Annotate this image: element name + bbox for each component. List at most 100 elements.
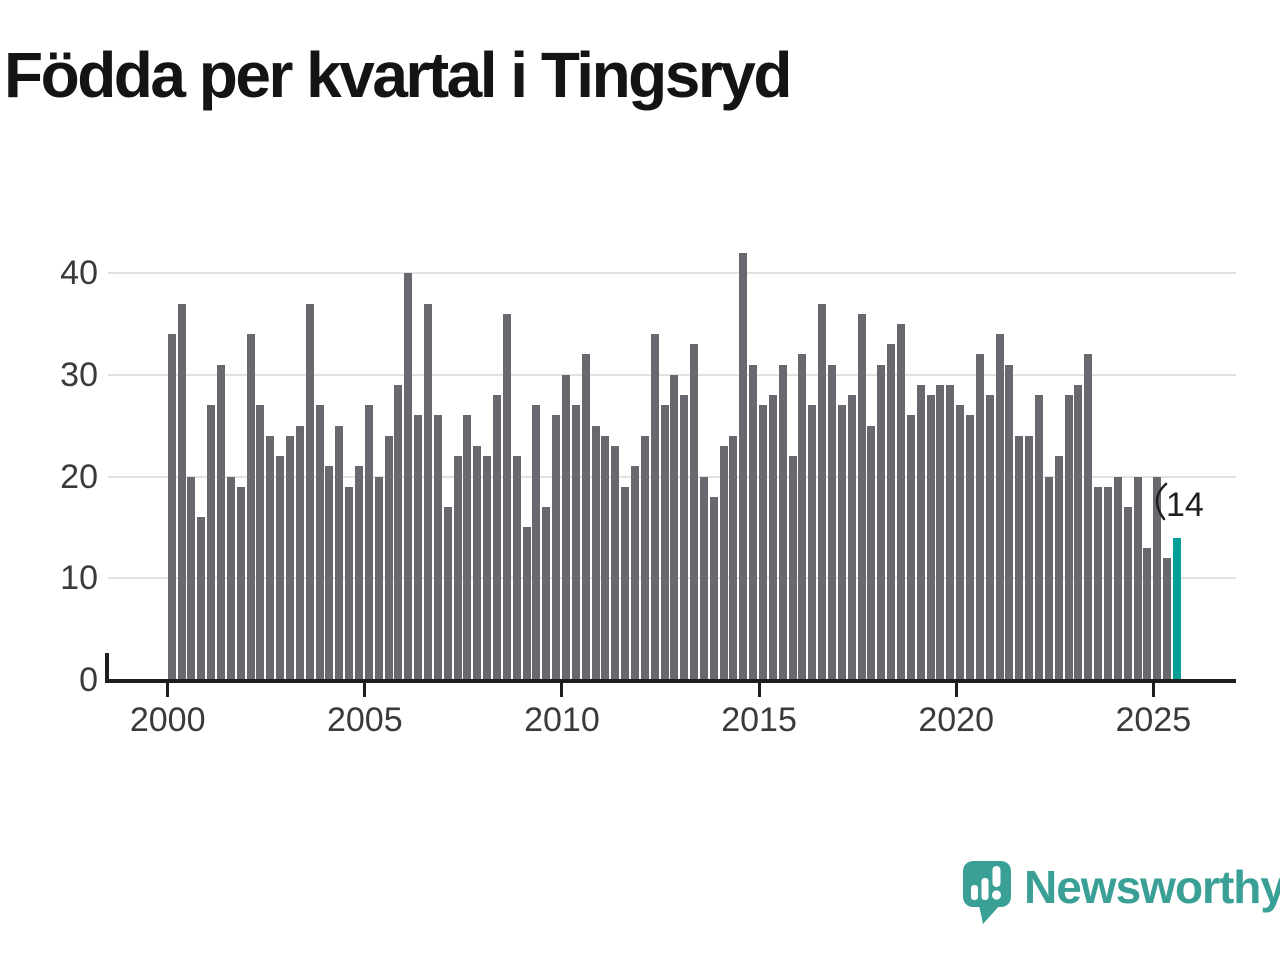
bar	[453, 456, 462, 680]
bar	[1064, 395, 1073, 680]
x-axis-line	[105, 679, 1236, 683]
bar	[187, 476, 196, 680]
bar	[522, 527, 531, 680]
x-axis-tick-mark	[166, 682, 170, 697]
bar	[670, 374, 679, 680]
bar	[621, 486, 630, 680]
bar	[768, 395, 777, 680]
bar	[591, 425, 600, 680]
bar	[423, 303, 432, 680]
bar	[1163, 557, 1172, 680]
chart-title: Födda per kvartal i Tingsryd	[4, 39, 792, 111]
last-value-annotation: 14	[1166, 486, 1204, 524]
x-axis-tick-mark	[954, 682, 958, 697]
bar	[1094, 486, 1103, 680]
newsworthy-logo-icon	[963, 861, 1011, 924]
bar	[236, 486, 245, 680]
bar	[295, 425, 304, 680]
bar	[1113, 476, 1122, 680]
bar	[857, 313, 866, 680]
bar	[946, 384, 955, 680]
bar	[1025, 435, 1034, 680]
bar	[759, 405, 768, 680]
annotation-leader-line	[1155, 482, 1168, 521]
bar	[690, 344, 699, 680]
bar	[374, 476, 383, 680]
bar	[483, 456, 492, 680]
bar	[216, 364, 225, 680]
bar	[995, 334, 1004, 680]
bar	[1005, 364, 1014, 680]
x-axis-tick-label: 2010	[524, 701, 600, 739]
x-axis-tick-label: 2015	[721, 701, 797, 739]
bar	[847, 395, 856, 680]
bar	[966, 415, 975, 680]
bar	[207, 405, 216, 680]
bar	[630, 466, 639, 680]
highlighted-bar	[1173, 537, 1181, 680]
bar	[828, 364, 837, 680]
x-axis-tick-mark	[560, 682, 564, 697]
bar	[345, 486, 354, 680]
x-axis-tick-label: 2020	[918, 701, 994, 739]
bar	[808, 405, 817, 680]
bar	[335, 425, 344, 680]
bar	[611, 445, 620, 680]
bar	[749, 364, 758, 680]
bar	[926, 395, 935, 680]
bar	[404, 273, 413, 680]
bar	[739, 252, 748, 680]
bar	[226, 476, 235, 680]
bar	[1084, 354, 1093, 680]
bar	[956, 405, 965, 680]
x-axis-tick-mark	[757, 682, 761, 697]
bar	[877, 364, 886, 680]
y-axis-tick-label: 40	[60, 254, 98, 292]
bar	[542, 507, 551, 680]
bar	[276, 456, 285, 680]
bar	[867, 425, 876, 680]
bar	[1035, 395, 1044, 680]
bar	[975, 354, 984, 680]
y-axis-tick-label: 30	[60, 355, 98, 394]
y-axis-tick-label: 0	[79, 661, 98, 699]
bar	[837, 405, 846, 680]
bar	[729, 435, 738, 680]
y-axis-tick-label: 10	[60, 559, 98, 598]
bar	[640, 435, 649, 680]
bar	[1104, 486, 1113, 680]
bar	[1074, 384, 1083, 680]
y-axis-tick-label: 20	[60, 457, 98, 496]
bar	[552, 415, 561, 680]
bar	[1143, 547, 1152, 680]
bar	[906, 415, 915, 680]
bar	[680, 395, 689, 680]
bar	[433, 415, 442, 680]
bar	[167, 334, 176, 680]
bar	[1015, 435, 1024, 680]
bar	[778, 364, 787, 680]
bar	[325, 466, 334, 680]
bar	[532, 405, 541, 680]
bar	[364, 405, 373, 680]
bar	[492, 395, 501, 680]
bar	[1133, 476, 1142, 680]
x-axis-tick-label: 2025	[1115, 701, 1192, 739]
bar	[463, 415, 472, 680]
bar	[887, 344, 896, 680]
bar	[443, 507, 452, 680]
newsworthy-logo-text: Newsworthy	[1024, 861, 1280, 913]
bar	[512, 456, 521, 680]
bar	[916, 384, 925, 680]
bar	[414, 415, 423, 680]
bar	[571, 405, 580, 680]
bar	[197, 517, 206, 680]
bar	[818, 303, 827, 680]
bar	[1153, 476, 1162, 680]
bar	[394, 384, 403, 680]
bar	[384, 435, 393, 680]
bar	[266, 435, 275, 680]
bar	[354, 466, 363, 680]
bar	[601, 435, 610, 680]
